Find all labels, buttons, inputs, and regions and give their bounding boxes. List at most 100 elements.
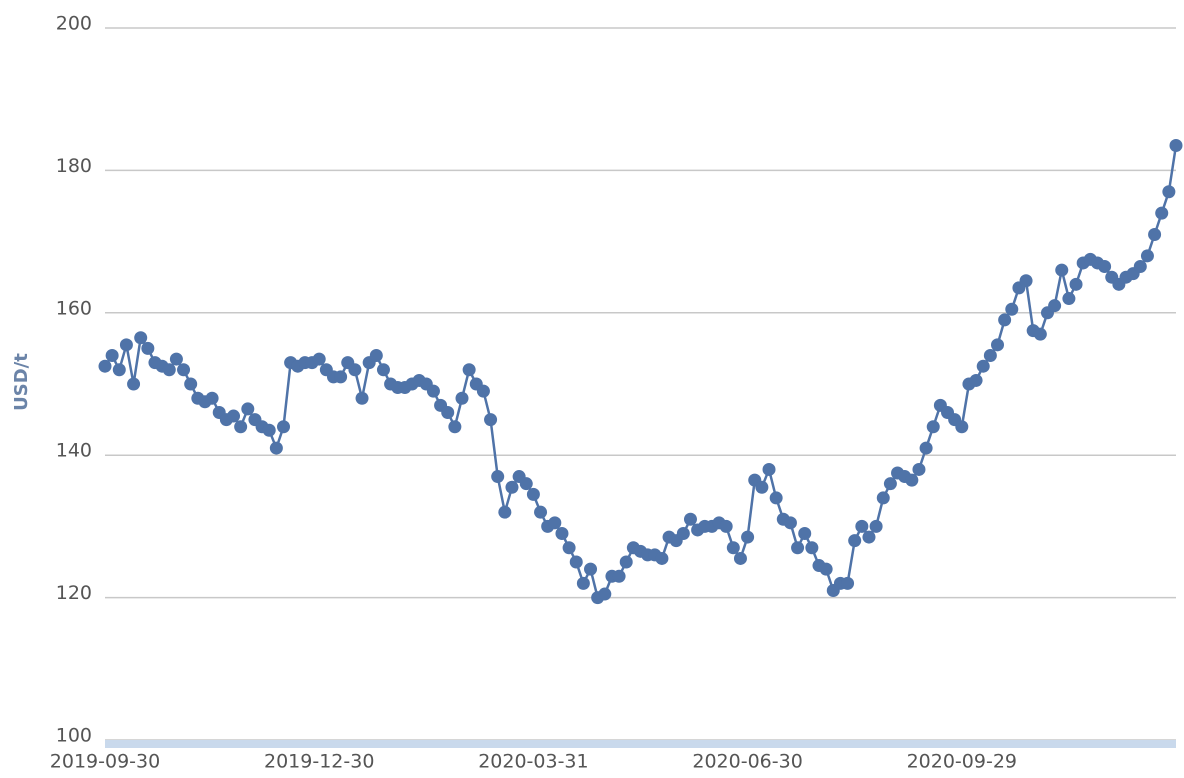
- point-marker: [491, 470, 505, 484]
- point-marker: [998, 313, 1012, 327]
- point-marker: [355, 391, 369, 405]
- point-marker: [598, 587, 612, 601]
- point-marker: [519, 477, 533, 491]
- point-marker: [98, 359, 112, 373]
- point-marker: [534, 505, 548, 519]
- y-axis-label: USD/t: [11, 353, 32, 411]
- point-marker: [105, 349, 119, 363]
- x-tick-label: 2020-09-29: [907, 751, 1017, 773]
- point-marker: [484, 413, 498, 427]
- point-marker: [562, 541, 576, 555]
- point-marker: [726, 541, 740, 555]
- y-tick-label: 100: [56, 725, 92, 747]
- point-marker: [205, 391, 219, 405]
- point-marker: [1148, 227, 1162, 241]
- x-tick-label: 2020-03-31: [478, 751, 588, 773]
- point-marker: [1069, 277, 1083, 291]
- point-marker: [919, 441, 933, 455]
- point-marker: [369, 349, 383, 363]
- point-marker: [162, 363, 176, 377]
- point-marker: [141, 341, 155, 355]
- point-marker: [969, 373, 983, 387]
- y-tick-label: 160: [56, 297, 92, 319]
- point-marker: [1062, 292, 1076, 306]
- point-marker: [741, 530, 755, 544]
- x-tick-label: 2020-06-30: [692, 751, 802, 773]
- point-marker: [112, 363, 126, 377]
- point-marker: [1033, 327, 1047, 341]
- point-marker: [312, 352, 326, 366]
- point-marker: [1140, 249, 1154, 263]
- point-marker: [683, 512, 697, 526]
- point-marker: [498, 505, 512, 519]
- point-marker: [262, 423, 276, 437]
- point-marker: [955, 420, 969, 434]
- point-marker: [1169, 138, 1183, 152]
- point-marker: [1155, 206, 1169, 220]
- x-tick-label: 2019-12-30: [264, 751, 374, 773]
- point-marker: [719, 519, 733, 533]
- point-marker: [862, 530, 876, 544]
- point-marker: [841, 576, 855, 590]
- point-marker: [783, 516, 797, 530]
- point-marker: [819, 562, 833, 576]
- x-axis-band: [105, 740, 1176, 748]
- point-marker: [569, 555, 583, 569]
- point-marker: [134, 331, 148, 345]
- point-marker: [855, 519, 869, 533]
- point-marker: [376, 363, 390, 377]
- point-marker: [876, 491, 890, 505]
- point-marker: [883, 477, 897, 491]
- y-tick-label: 180: [56, 155, 92, 177]
- point-marker: [791, 541, 805, 555]
- point-marker: [334, 370, 348, 384]
- point-marker: [576, 576, 590, 590]
- point-marker: [905, 473, 919, 487]
- point-marker: [762, 462, 776, 476]
- point-marker: [769, 491, 783, 505]
- point-marker: [1133, 260, 1147, 274]
- point-marker: [676, 527, 690, 541]
- point-marker: [127, 377, 141, 391]
- point-marker: [448, 420, 462, 434]
- point-marker: [476, 384, 490, 398]
- x-tick-label: 2019-09-30: [50, 751, 160, 773]
- point-marker: [348, 363, 362, 377]
- point-marker: [991, 338, 1004, 352]
- point-marker: [798, 527, 812, 541]
- point-marker: [555, 527, 569, 541]
- point-marker: [755, 480, 769, 494]
- point-marker: [177, 363, 191, 377]
- y-tick-label: 120: [56, 582, 92, 604]
- point-marker: [733, 551, 747, 565]
- point-marker: [1098, 260, 1112, 274]
- point-marker: [1005, 302, 1019, 316]
- point-marker: [1055, 263, 1069, 277]
- point-marker: [462, 363, 476, 377]
- point-marker: [441, 405, 455, 419]
- point-marker: [619, 555, 633, 569]
- point-marker: [1162, 185, 1176, 199]
- point-marker: [269, 441, 283, 455]
- point-marker: [584, 562, 598, 576]
- point-marker: [426, 384, 440, 398]
- point-marker: [227, 409, 241, 423]
- point-marker: [912, 462, 926, 476]
- point-marker: [805, 541, 819, 555]
- point-marker: [277, 420, 290, 434]
- series-line: [103, 145, 1178, 600]
- point-marker: [1019, 274, 1033, 288]
- point-marker: [548, 516, 562, 530]
- point-marker: [184, 377, 198, 391]
- point-marker: [119, 338, 133, 352]
- point-marker: [926, 420, 940, 434]
- point-marker: [241, 402, 255, 416]
- y-tick-label: 140: [56, 440, 92, 462]
- point-marker: [455, 391, 469, 405]
- point-marker: [655, 551, 669, 565]
- point-marker: [505, 480, 519, 494]
- point-marker: [983, 349, 997, 363]
- point-marker: [1048, 299, 1062, 313]
- point-marker: [234, 420, 248, 434]
